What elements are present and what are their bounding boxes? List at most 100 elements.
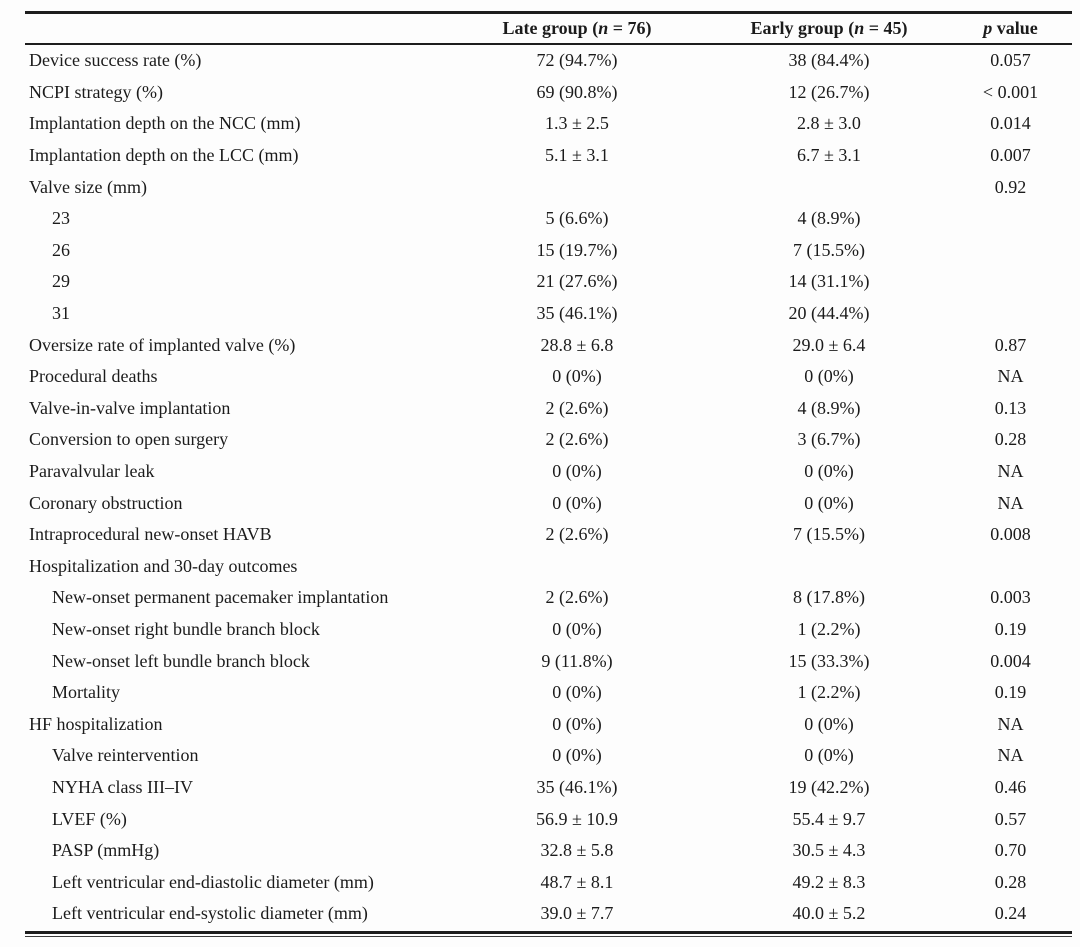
cell-early-group: 29.0 ± 6.4 [792, 334, 866, 355]
cell-p-value: 0.28 [994, 871, 1027, 892]
cell-late-group: 48.7 ± 8.1 [540, 871, 614, 892]
cell-late-group: 56.9 ± 10.9 [536, 808, 618, 829]
row-label: NCPI strategy (%) [29, 81, 163, 102]
row-label: Left ventricular end-diastolic diameter … [52, 871, 374, 892]
row-label: Implantation depth on the LCC (mm) [29, 145, 299, 166]
cell-early-group: 2.8 ± 3.0 [797, 113, 861, 134]
cell-early-group: 6.7 ± 3.1 [797, 145, 861, 166]
cell-p-value: 0.13 [994, 397, 1027, 418]
cell-late-group: 5.1 ± 3.1 [545, 145, 609, 166]
row-label: Paravalvular leak [29, 461, 155, 482]
row-label: Valve-in-valve implantation [29, 397, 231, 418]
table-top-rule [25, 11, 1072, 14]
header-p-symbol: p [983, 18, 993, 38]
cell-early-group: 20 (44.4%) [788, 303, 870, 324]
cell-p-value: NA [997, 745, 1024, 766]
table-row: Valve-in-valve implantation 2 (2.6%) 4 (8.… [25, 393, 1072, 425]
table-header-rule [25, 43, 1072, 45]
cell-late-group: 0 (0%) [552, 682, 602, 703]
cell-early-group: 30.5 ± 4.3 [792, 840, 866, 861]
cell-p-value: 0.92 [994, 176, 1027, 197]
cell-p-value: 0.28 [994, 429, 1027, 450]
cell-early-group: 19 (42.2%) [788, 776, 870, 797]
cell-early-group: 4 (8.9%) [797, 208, 861, 229]
table-bottom-rule [25, 930, 1072, 937]
cell-late-group: 35 (46.1%) [536, 776, 618, 797]
table-header-row: Late group (n = 76) Early group (n = 45)… [25, 14, 1072, 43]
cell-p-value: 0.57 [994, 808, 1027, 829]
cell-early-group: 4 (8.9%) [797, 397, 861, 418]
cell-early-group: 0 (0%) [804, 492, 854, 513]
table-row: Coronary obstruction 0 (0%) 0 (0%) NA [25, 487, 1072, 519]
row-label: 23 [52, 208, 70, 229]
cell-late-group: 2 (2.6%) [545, 397, 609, 418]
header-late-text: Late group ( [502, 18, 599, 38]
row-label: Conversion to open surgery [29, 429, 229, 450]
cell-late-group: 72 (94.7%) [536, 50, 618, 71]
table-row: 31 35 (46.1%) 20 (44.4%) [25, 298, 1072, 330]
header-late-group: Late group (n = 76) [445, 18, 709, 39]
cell-late-group: 21 (27.6%) [536, 271, 618, 292]
cell-early-group: 1 (2.2%) [797, 682, 861, 703]
cell-p-value: 0.19 [994, 618, 1027, 639]
cell-late-group: 2 (2.6%) [545, 524, 609, 545]
row-label: 26 [52, 239, 70, 260]
cell-p-value: 0.24 [994, 903, 1027, 924]
table-row: Procedural deaths 0 (0%) 0 (0%) NA [25, 361, 1072, 393]
table-row: Hospitalization and 30-day outcomes [25, 551, 1072, 583]
row-label: 29 [52, 271, 70, 292]
table-row: 23 5 (6.6%) 4 (8.9%) [25, 203, 1072, 235]
table-row: LVEF (%) 56.9 ± 10.9 55.4 ± 9.7 0.57 [25, 803, 1072, 835]
row-label: Procedural deaths [29, 366, 158, 387]
cell-early-group: 1 (2.2%) [797, 618, 861, 639]
table-row: 26 15 (19.7%) 7 (15.5%) [25, 235, 1072, 267]
cell-late-group: 28.8 ± 6.8 [540, 334, 614, 355]
cell-p-value: 0.004 [990, 650, 1031, 671]
cell-late-group: 1.3 ± 2.5 [545, 113, 609, 134]
header-early-count: = 45) [864, 18, 908, 38]
row-label: Left ventricular end-systolic diameter (… [52, 903, 368, 924]
header-early-n: n [854, 18, 865, 38]
cell-early-group: 7 (15.5%) [793, 524, 865, 545]
cell-late-group: 0 (0%) [552, 492, 602, 513]
cell-p-value: 0.46 [994, 776, 1027, 797]
cell-p-value: 0.87 [994, 334, 1027, 355]
cell-late-group: 15 (19.7%) [536, 239, 618, 260]
table-row: New-onset right bundle branch block 0 (0%… [25, 614, 1072, 646]
row-label: PASP (mmHg) [52, 840, 160, 861]
table-row: Conversion to open surgery 2 (2.6%) 3 (6.7… [25, 424, 1072, 456]
cell-early-group: 3 (6.7%) [797, 429, 861, 450]
cell-p-value: 0.014 [990, 113, 1031, 134]
cell-early-group: 49.2 ± 8.3 [792, 871, 866, 892]
cell-early-group: 40.0 ± 5.2 [792, 903, 866, 924]
cell-late-group: 0 (0%) [552, 618, 602, 639]
header-p-text: value [992, 18, 1038, 38]
row-label: Coronary obstruction [29, 492, 183, 513]
cell-late-group: 32.8 ± 5.8 [540, 840, 614, 861]
cell-p-value: 0.19 [994, 682, 1027, 703]
row-label: Mortality [52, 682, 120, 703]
cell-late-group: 39.0 ± 7.7 [540, 903, 614, 924]
cell-late-group: 0 (0%) [552, 713, 602, 734]
row-label: Implantation depth on the NCC (mm) [29, 113, 301, 134]
cell-early-group: 8 (17.8%) [793, 587, 865, 608]
cell-early-group: 38 (84.4%) [788, 50, 870, 71]
cell-p-value: 0.008 [990, 524, 1031, 545]
row-label: Valve reintervention [52, 745, 199, 766]
cell-p-value: NA [997, 492, 1024, 513]
row-label: Intraprocedural new-onset HAVB [29, 524, 272, 545]
cell-early-group: 55.4 ± 9.7 [792, 808, 866, 829]
cell-late-group: 0 (0%) [552, 461, 602, 482]
row-label: Oversize rate of implanted valve (%) [29, 334, 296, 355]
cell-p-value: 0.70 [994, 840, 1027, 861]
row-label: NYHA class III–IV [52, 776, 193, 797]
cell-late-group: 69 (90.8%) [536, 81, 618, 102]
table-row: HF hospitalization 0 (0%) 0 (0%) NA [25, 708, 1072, 740]
table-row: NCPI strategy (%) 69 (90.8%) 12 (26.7%) < 0… [25, 77, 1072, 109]
cell-early-group: 0 (0%) [804, 461, 854, 482]
cell-p-value: NA [997, 366, 1024, 387]
table-row: Implantation depth on the NCC (mm) 1.3 ± … [25, 108, 1072, 140]
cell-late-group: 2 (2.6%) [545, 587, 609, 608]
row-label: LVEF (%) [52, 808, 127, 829]
table-row: New-onset left bundle branch block 9 (11.… [25, 645, 1072, 677]
